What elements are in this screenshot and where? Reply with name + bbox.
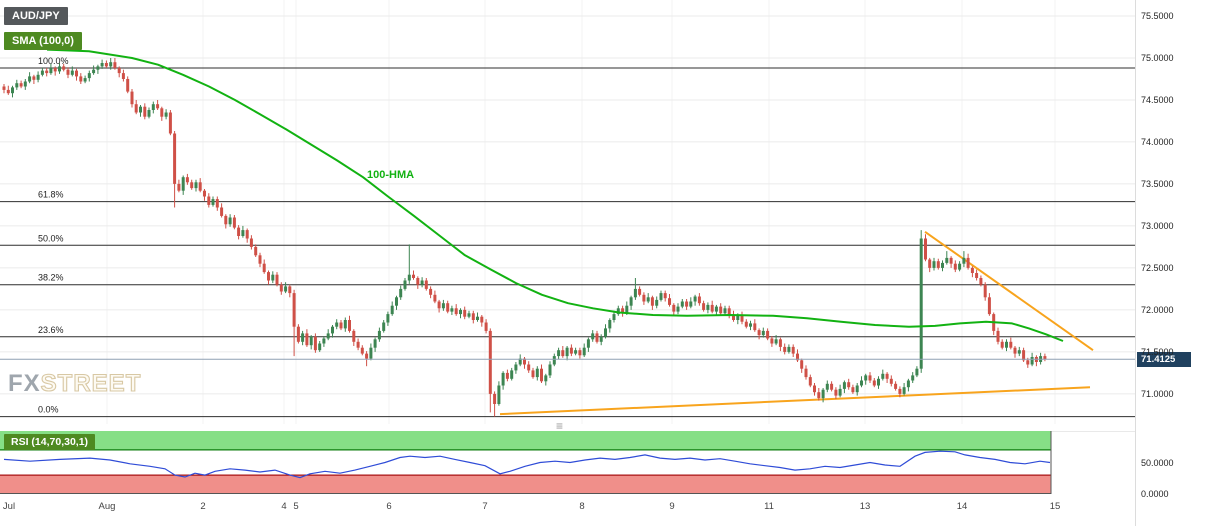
rsi-tick-label: 0.0000 [1141,489,1169,499]
ascending-trendline [499,386,1091,416]
symbol-badge[interactable]: AUD/JPY [4,7,68,25]
price-tick-label: 75.5000 [1141,11,1174,21]
time-axis-label: 14 [956,501,968,512]
time-axis-label: 11 [764,501,774,512]
price-tick-label: 73.5000 [1141,178,1174,189]
fib-level-label: 38.2% [38,273,64,283]
fib-level-label: 61.8% [38,190,64,200]
time-axis-label: 4 [281,501,287,512]
watermark-fx: FX [8,370,41,397]
price-tick-label: 72.0000 [1141,304,1174,315]
candles-group [2,58,1047,417]
time-axis-label: Jul [2,501,16,512]
fib-level-label: 50.0% [38,233,64,243]
rsi-tick-label: 50.0000 [1141,457,1174,468]
fxstreet-watermark: FXSTREET [8,369,142,398]
rsi-indicator-badge[interactable]: RSI (14,70,30,1) [4,434,96,450]
rsi-oversold-zone [0,475,1051,493]
hma-line [46,48,1064,342]
price-tick-label: 75.0000 [1141,53,1174,63]
current-price-badge: 71.4125 [1137,352,1191,368]
rsi-line [3,450,1051,479]
price-axis[interactable]: 71.4125 75.5000 75.0000 74.5000 74.0000 73.5… [1135,0,1207,526]
time-axis-label: Aug [98,501,116,512]
resize-grip-icon: ≡ [556,419,564,433]
price-tick-label: 74.0000 [1141,136,1174,147]
rsi-canvas[interactable] [0,431,1135,494]
time-axis-label: 6 [386,501,392,512]
time-axis[interactable]: Jul Aug 2 4 5 6 7 8 9 11 13 14 15 [0,501,1135,519]
fib-level-label: 23.6% [38,325,64,335]
descending-trendline [924,230,1094,352]
time-axis-label: 7 [482,501,488,512]
price-tick-label: 73.0000 [1141,220,1174,231]
fib-level-label: 0.0% [38,405,59,415]
time-axis-label: 2 [200,501,206,512]
time-axis-label: 5 [293,501,299,512]
main-chart-canvas[interactable]: 100.0% 61.8% 50.0% 38.2% 23.6% 0.0% 100-HMA [0,0,1135,425]
sma-indicator-badge[interactable]: SMA (100,0) [4,32,82,50]
time-axis-label: 13 [859,501,871,512]
fib-level-label: 100.0% [38,56,69,66]
price-tick-label: 72.5000 [1141,262,1174,273]
hma-label: 100-HMA [367,169,414,181]
rsi-overbought-zone [0,431,1051,450]
price-tick-label: 71.0000 [1141,388,1174,399]
price-tick-label: 71.5000 [1141,346,1174,357]
price-tick-label: 74.5000 [1141,95,1174,105]
watermark-street: STREET [40,369,142,397]
time-axis-label: 8 [579,501,585,512]
time-axis-label: 9 [669,501,675,512]
time-axis-label: 15 [1049,501,1061,512]
